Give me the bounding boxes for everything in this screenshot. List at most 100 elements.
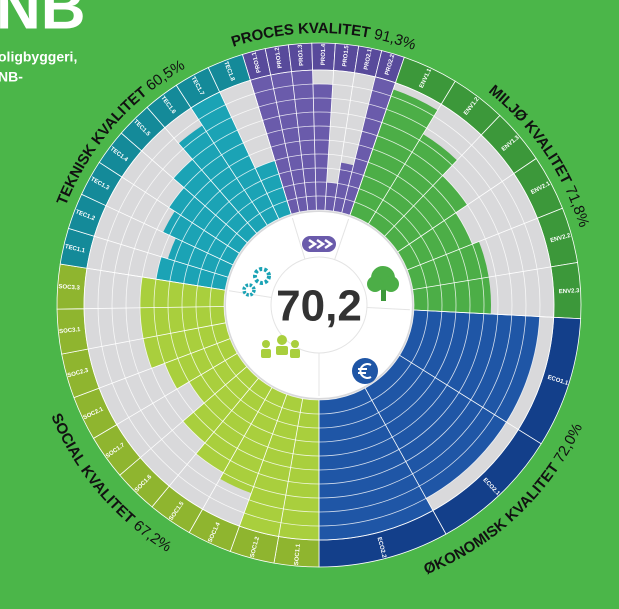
criterion-label: SOC1.1 bbox=[294, 543, 302, 565]
bar bbox=[412, 277, 491, 315]
bar bbox=[319, 388, 433, 540]
bar bbox=[182, 366, 259, 443]
bar bbox=[365, 355, 507, 499]
separator bbox=[249, 80, 292, 215]
icon-process-arrow bbox=[308, 238, 318, 250]
separator bbox=[168, 377, 259, 487]
icon-process-arrow bbox=[324, 238, 334, 250]
bar bbox=[312, 84, 333, 211]
bar bbox=[143, 322, 231, 369]
separator bbox=[332, 72, 355, 212]
bar bbox=[164, 338, 238, 389]
bar bbox=[333, 162, 354, 213]
bar bbox=[278, 398, 319, 540]
bar bbox=[384, 175, 468, 252]
separator bbox=[399, 355, 519, 430]
icon-gear bbox=[253, 267, 271, 285]
separator bbox=[219, 91, 280, 220]
icon-process-arrow bbox=[316, 238, 326, 250]
criterion-label: PRO1.4 bbox=[321, 43, 327, 65]
separator bbox=[364, 387, 434, 511]
separator bbox=[397, 173, 515, 253]
separator bbox=[413, 309, 554, 318]
criterion-label: SOC2.3 bbox=[67, 368, 90, 380]
icon-people-body bbox=[276, 346, 288, 355]
criterion-label: SOC1.2 bbox=[250, 536, 261, 559]
bar bbox=[239, 394, 303, 537]
separator bbox=[88, 322, 226, 350]
separator bbox=[312, 70, 317, 211]
icon-people-head bbox=[277, 335, 287, 345]
icon-people-head bbox=[291, 340, 299, 348]
bar bbox=[191, 92, 279, 226]
criterion-label: TEC1.1 bbox=[64, 244, 86, 255]
separator bbox=[86, 267, 226, 291]
bar bbox=[219, 387, 287, 494]
criterion-label: PRO2.1 bbox=[364, 48, 374, 71]
bar bbox=[368, 134, 458, 237]
separator bbox=[270, 74, 300, 213]
bar bbox=[349, 89, 438, 224]
bar bbox=[399, 309, 540, 423]
icon-people-body bbox=[290, 349, 300, 358]
separator bbox=[141, 150, 248, 243]
bar bbox=[270, 71, 308, 213]
header-line: NB- bbox=[0, 69, 23, 85]
separator bbox=[164, 127, 257, 234]
bar bbox=[173, 159, 257, 243]
separator bbox=[324, 70, 335, 211]
icon-euro-sign bbox=[358, 363, 372, 379]
criterion-label: SOC3.1 bbox=[59, 327, 82, 335]
criterion-label: PRO1.1 bbox=[251, 51, 262, 74]
separator bbox=[278, 398, 304, 537]
criterion-label: PRO2.2 bbox=[385, 53, 397, 76]
icon-gear bbox=[242, 283, 256, 297]
bar bbox=[341, 76, 396, 216]
separator bbox=[412, 266, 551, 290]
header-title: NB bbox=[0, 0, 86, 42]
separator bbox=[291, 71, 309, 211]
separator bbox=[341, 76, 376, 213]
bar bbox=[250, 75, 300, 215]
separator bbox=[84, 306, 225, 310]
icon-tree-trunk bbox=[381, 285, 386, 301]
criterion-label: PRO1.3 bbox=[298, 44, 306, 66]
criterion-label: ENV2.3 bbox=[559, 288, 581, 295]
bar bbox=[195, 378, 272, 473]
icon-people-head bbox=[262, 340, 270, 348]
criterion-label: PRO1.5 bbox=[342, 44, 350, 67]
separator bbox=[94, 235, 229, 278]
center-divider bbox=[291, 217, 306, 260]
separator bbox=[190, 107, 268, 226]
separator bbox=[239, 394, 288, 527]
header-line: oligbyggeri, bbox=[0, 49, 77, 65]
wheel: PRO1.1 PRO1.2 PRO1.3 PRO1.4 PRO1.5 PRO2.1 PRO2… bbox=[47, 20, 592, 578]
icon-people-body bbox=[261, 349, 271, 358]
bar bbox=[163, 211, 240, 265]
bar bbox=[255, 160, 292, 219]
center-divider bbox=[366, 307, 410, 311]
criterion-label: PRO1.2 bbox=[274, 46, 283, 69]
center-ring bbox=[270, 256, 368, 354]
criterion-label: ECO2.2 bbox=[376, 537, 387, 560]
separator bbox=[105, 205, 234, 266]
bar bbox=[407, 241, 489, 290]
bar bbox=[189, 353, 247, 404]
icon-tree bbox=[383, 276, 399, 292]
separator bbox=[349, 82, 396, 216]
separator bbox=[384, 134, 482, 237]
criterion-label: SOC3.3 bbox=[58, 284, 80, 292]
center-value: 70,2 bbox=[276, 282, 362, 331]
separator bbox=[140, 366, 248, 458]
icon-tree bbox=[367, 276, 383, 292]
center-divider bbox=[334, 218, 350, 260]
separator bbox=[116, 353, 238, 425]
separator bbox=[202, 387, 273, 510]
separator bbox=[368, 104, 442, 225]
icon-euro bbox=[352, 358, 378, 384]
separator bbox=[121, 176, 240, 254]
separator bbox=[99, 338, 231, 389]
separator bbox=[407, 217, 538, 271]
